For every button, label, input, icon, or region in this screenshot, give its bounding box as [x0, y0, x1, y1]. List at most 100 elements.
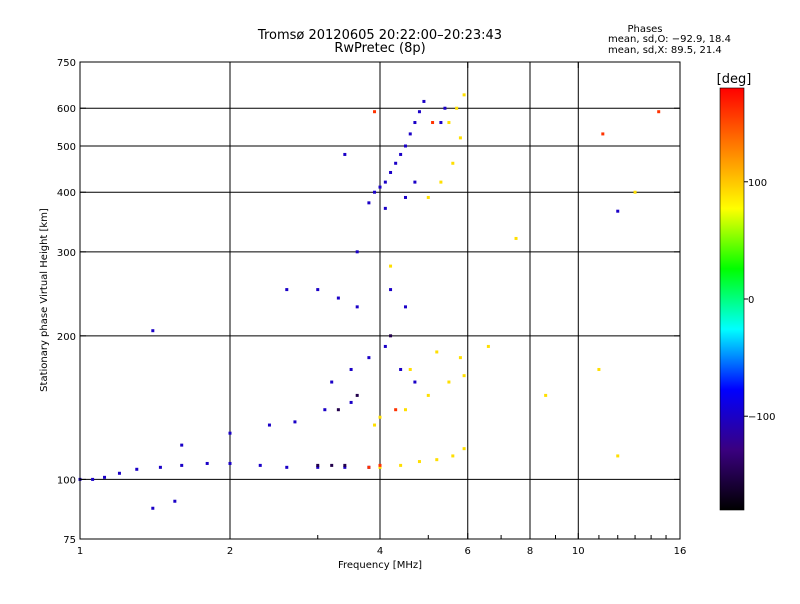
data-point [458, 136, 462, 140]
data-point [399, 152, 403, 156]
data-point [389, 264, 393, 268]
colorbar [719, 87, 745, 511]
data-point [343, 465, 347, 469]
data-point [151, 329, 155, 333]
data-point [403, 144, 407, 148]
colorbar-tick-label: 0 [748, 295, 754, 306]
data-point [426, 195, 430, 199]
data-point [435, 458, 439, 462]
data-point [413, 180, 417, 184]
x-tick-label: 10 [572, 546, 585, 557]
y-tick-label: 100 [57, 475, 76, 486]
data-point [447, 121, 451, 125]
data-point [373, 423, 377, 427]
data-point [616, 209, 620, 213]
phases-heading: Phases [627, 24, 662, 35]
y-tick-label: 500 [57, 142, 76, 153]
data-point [403, 195, 407, 199]
data-point [544, 393, 548, 397]
y-tick-label: 400 [57, 188, 76, 199]
data-point [451, 454, 455, 458]
data-point [349, 400, 353, 404]
phases-x-line: mean, sd,X: 89.5, 21.4 [608, 45, 722, 56]
data-point [458, 356, 462, 360]
data-point [355, 250, 359, 254]
data-point [205, 461, 209, 465]
data-point [451, 161, 455, 165]
data-point [486, 344, 490, 348]
data-point [462, 93, 466, 97]
data-point [378, 465, 382, 469]
data-point [173, 499, 177, 503]
data-point [378, 415, 382, 419]
data-point [343, 152, 347, 156]
y-tick-label: 300 [57, 248, 76, 259]
data-point [657, 110, 661, 114]
data-point [394, 161, 398, 165]
data-point [135, 467, 139, 471]
data-point [394, 408, 398, 412]
data-point [367, 356, 371, 360]
data-point [373, 110, 377, 114]
data-point [399, 367, 403, 371]
data-point [383, 180, 387, 184]
data-point [439, 180, 443, 184]
data-point [597, 367, 601, 371]
data-point [399, 463, 403, 467]
data-point [413, 121, 417, 125]
data-point [285, 465, 289, 469]
colorbar-tick-label: 100 [748, 178, 767, 189]
data-point [367, 201, 371, 205]
data-point [330, 380, 334, 384]
data-point [267, 423, 271, 427]
x-tick-label: 4 [377, 546, 383, 557]
phases-o-line: mean, sd,O: −92.9, 18.4 [608, 34, 731, 45]
data-point [514, 236, 518, 240]
data-point [103, 475, 107, 479]
data-point [389, 334, 393, 338]
data-point [447, 380, 451, 384]
data-point [316, 465, 320, 469]
data-point [408, 367, 412, 371]
data-point [316, 288, 320, 292]
data-point [413, 380, 417, 384]
data-point [431, 121, 435, 125]
data-point [378, 463, 382, 467]
data-point [389, 288, 393, 292]
data-point [408, 132, 412, 136]
data-point [435, 350, 439, 354]
data-point [336, 408, 340, 412]
data-point [367, 465, 371, 469]
data-point [258, 463, 262, 467]
data-point [330, 463, 334, 467]
x-tick-label: 1 [77, 546, 83, 557]
data-point [316, 463, 320, 467]
data-point [383, 344, 387, 348]
data-point [158, 465, 162, 469]
data-point [462, 374, 466, 378]
data-point [293, 420, 297, 424]
data-point [180, 463, 184, 467]
data-point [383, 206, 387, 210]
y-tick-label: 200 [57, 332, 76, 343]
data-point [389, 170, 393, 174]
data-points [78, 93, 661, 510]
x-tick-label: 6 [465, 546, 471, 557]
data-point [403, 305, 407, 309]
x-tick-label: 16 [674, 546, 687, 557]
data-point [417, 110, 421, 114]
data-point [439, 121, 443, 125]
data-point [343, 463, 347, 467]
grid-lines [80, 62, 680, 539]
data-point [285, 288, 289, 292]
data-point [323, 408, 327, 412]
data-point [228, 431, 232, 435]
data-point [426, 393, 430, 397]
chart-subtitle: RwPretec (8p) [334, 41, 425, 56]
data-point [616, 454, 620, 458]
colorbar-ticks: 100 0 −100 [744, 178, 775, 423]
y-tick-label: 75 [63, 535, 76, 546]
data-point [633, 190, 637, 194]
